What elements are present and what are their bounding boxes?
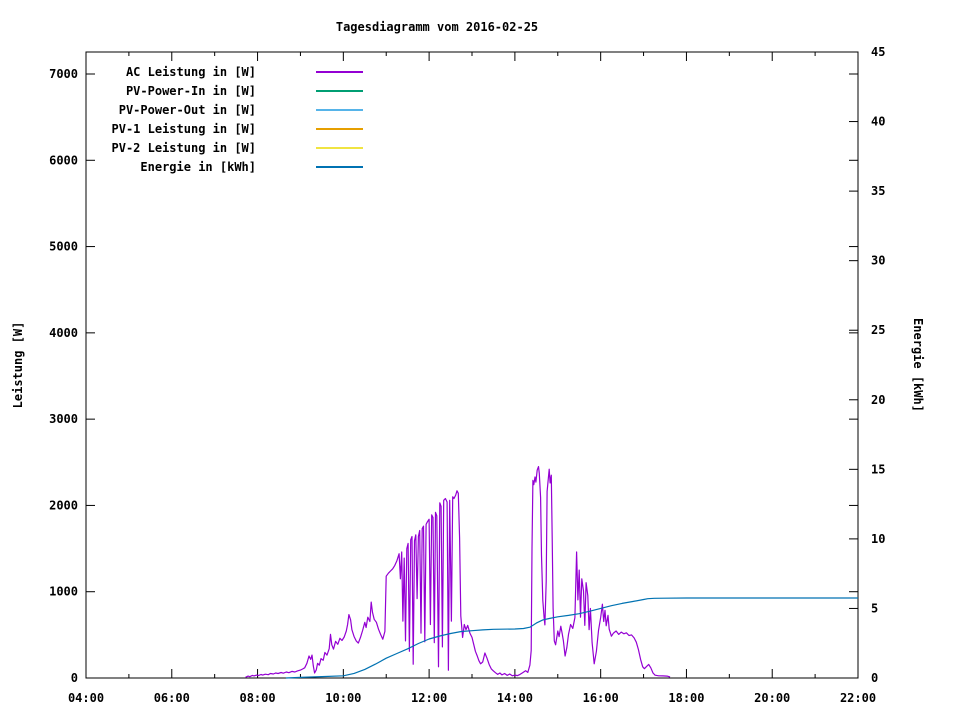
legend-item: PV-2 Leistung in [W]: [60, 138, 363, 157]
legend-item-label: Energie in [kWh]: [140, 159, 256, 174]
series-line: [285, 597, 858, 679]
y2-tick-label: 30: [871, 254, 885, 268]
legend-item-label: PV-Power-Out in [W]: [118, 102, 256, 117]
legend-item: PV-1 Leistung in [W]: [60, 119, 363, 138]
y2-tick-label: 5: [871, 601, 878, 615]
y-tick-label: 7000: [49, 67, 78, 81]
y-tick-label: 4000: [49, 326, 78, 340]
x-tick-label: 14:00: [497, 691, 533, 705]
legend: AC Leistung in [W] PV-Power-In in [W] PV-P…: [60, 62, 363, 176]
legend-item-line-sample: [316, 127, 363, 130]
y-tick-label: 6000: [49, 153, 78, 167]
x-tick-label: 08:00: [239, 691, 275, 705]
x-tick-label: 20:00: [754, 691, 790, 705]
legend-item-line-sample: [316, 70, 363, 73]
x-tick-label: 18:00: [668, 691, 704, 705]
y2-tick-label: 0: [871, 671, 878, 685]
y2-tick-label: 40: [871, 115, 885, 129]
y-tick-label: 5000: [49, 240, 78, 254]
x-tick-label: 04:00: [68, 691, 104, 705]
y2-tick-label: 10: [871, 532, 885, 546]
legend-item: Energie in [kWh]: [60, 157, 363, 176]
x-tick-label: 06:00: [154, 691, 190, 705]
y-tick-label: 1000: [49, 585, 78, 599]
chart-title: Tagesdiagramm vom 2016-02-25: [335, 20, 539, 34]
y2-tick-label: 15: [871, 462, 885, 476]
legend-item: PV-Power-Out in [W]: [60, 100, 363, 119]
y2-tick-label: 35: [871, 184, 885, 198]
y2-tick-label: 45: [871, 45, 885, 59]
legend-item-label: AC Leistung in [W]: [125, 64, 256, 79]
legend-item-label: PV-1 Leistung in [W]: [111, 121, 257, 136]
x-tick-label: 12:00: [411, 691, 447, 705]
y-tick-label: 2000: [49, 498, 78, 512]
legend-item-line-sample: [316, 165, 363, 168]
legend-item-label: PV-Power-In in [W]: [125, 83, 256, 98]
legend-item: PV-Power-In in [W]: [60, 81, 363, 100]
legend-item-line-sample: [316, 146, 363, 149]
legend-item: AC Leistung in [W]: [60, 62, 363, 81]
y-tick-label: 3000: [49, 412, 78, 426]
x-tick-label: 16:00: [583, 691, 619, 705]
legend-item-line-sample: [316, 108, 363, 111]
y2-tick-label: 25: [871, 323, 885, 337]
legend-item-label: PV-2 Leistung in [W]: [111, 140, 257, 155]
x-tick-label: 22:00: [840, 691, 876, 705]
y2-tick-label: 20: [871, 393, 885, 407]
y-tick-label: 0: [71, 671, 78, 685]
legend-item-line-sample: [316, 89, 363, 92]
series-line: [245, 466, 671, 678]
x-tick-label: 10:00: [325, 691, 361, 705]
